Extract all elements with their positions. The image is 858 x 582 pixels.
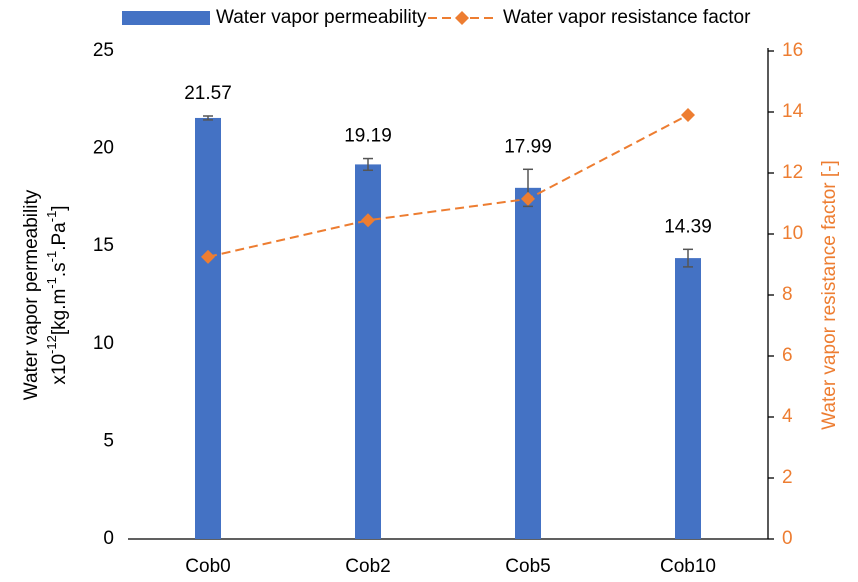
line-marker [681, 108, 695, 123]
legend-label: Water vapor resistance factor [503, 7, 751, 28]
x-tick-label: Cob5 [505, 556, 550, 577]
y-axis-title-part: -1 [44, 277, 59, 289]
y2-tick-label: 14 [782, 101, 804, 122]
y-axis-title-part: [kg.m [49, 289, 70, 335]
y2-tick-label: 16 [782, 40, 803, 61]
data-label: 21.57 [184, 83, 232, 104]
y2-tick-label: 4 [782, 406, 793, 427]
error-bar [363, 157, 373, 172]
y2-tick-label: 8 [782, 284, 793, 305]
legend-marker [455, 11, 469, 25]
y2-tick-label: 10 [782, 223, 803, 244]
y-tick-label: 0 [103, 528, 114, 549]
y-axis-title-part: -12 [44, 335, 59, 354]
y-axis-title-part: .s [49, 262, 70, 277]
y2-tick-label: 12 [782, 162, 803, 183]
x-tick-label: Cob0 [185, 556, 230, 577]
y-tick-label: 5 [103, 430, 114, 451]
legend-label: Water vapor permeability [216, 7, 427, 28]
data-label: 19.19 [344, 126, 392, 147]
y2-axis-title: Water vapor resistance factor [-] [819, 160, 840, 430]
bar [675, 258, 701, 539]
data-label: 14.39 [664, 216, 712, 237]
y-axis-title-part: x10 [49, 354, 70, 385]
y-tick-label: 10 [93, 333, 114, 354]
y-axis-title-part: -1 [44, 251, 59, 263]
line-marker [521, 191, 535, 206]
y-tick-label: 25 [93, 40, 114, 61]
bar [195, 117, 221, 539]
y-tick-label: 15 [93, 235, 114, 256]
line [207, 114, 689, 258]
y-axis-title-part: .Pa [49, 222, 70, 251]
y2-tick-label: 2 [782, 467, 793, 488]
y2-tick-label: 6 [782, 345, 793, 366]
x-tick-label: Cob10 [660, 556, 716, 577]
y-tick-label: 20 [93, 138, 114, 159]
data-label: 17.99 [504, 136, 552, 157]
legend-swatch [122, 11, 210, 25]
error-bar [203, 115, 213, 121]
y-axis-title-units: x10-12[kg.m-1.s-1.Pa-1] [44, 205, 70, 384]
error-bar [683, 248, 693, 268]
y-axis-title: Water vapor permeability [21, 189, 42, 400]
x-tick-label: Cob2 [345, 556, 390, 577]
y-axis-title-part: -1 [44, 211, 59, 223]
line-marker [201, 249, 215, 264]
line-marker [361, 213, 375, 228]
bar [515, 187, 541, 539]
y2-tick-label: 0 [782, 528, 793, 549]
y-axis-title-part: ] [49, 205, 70, 210]
